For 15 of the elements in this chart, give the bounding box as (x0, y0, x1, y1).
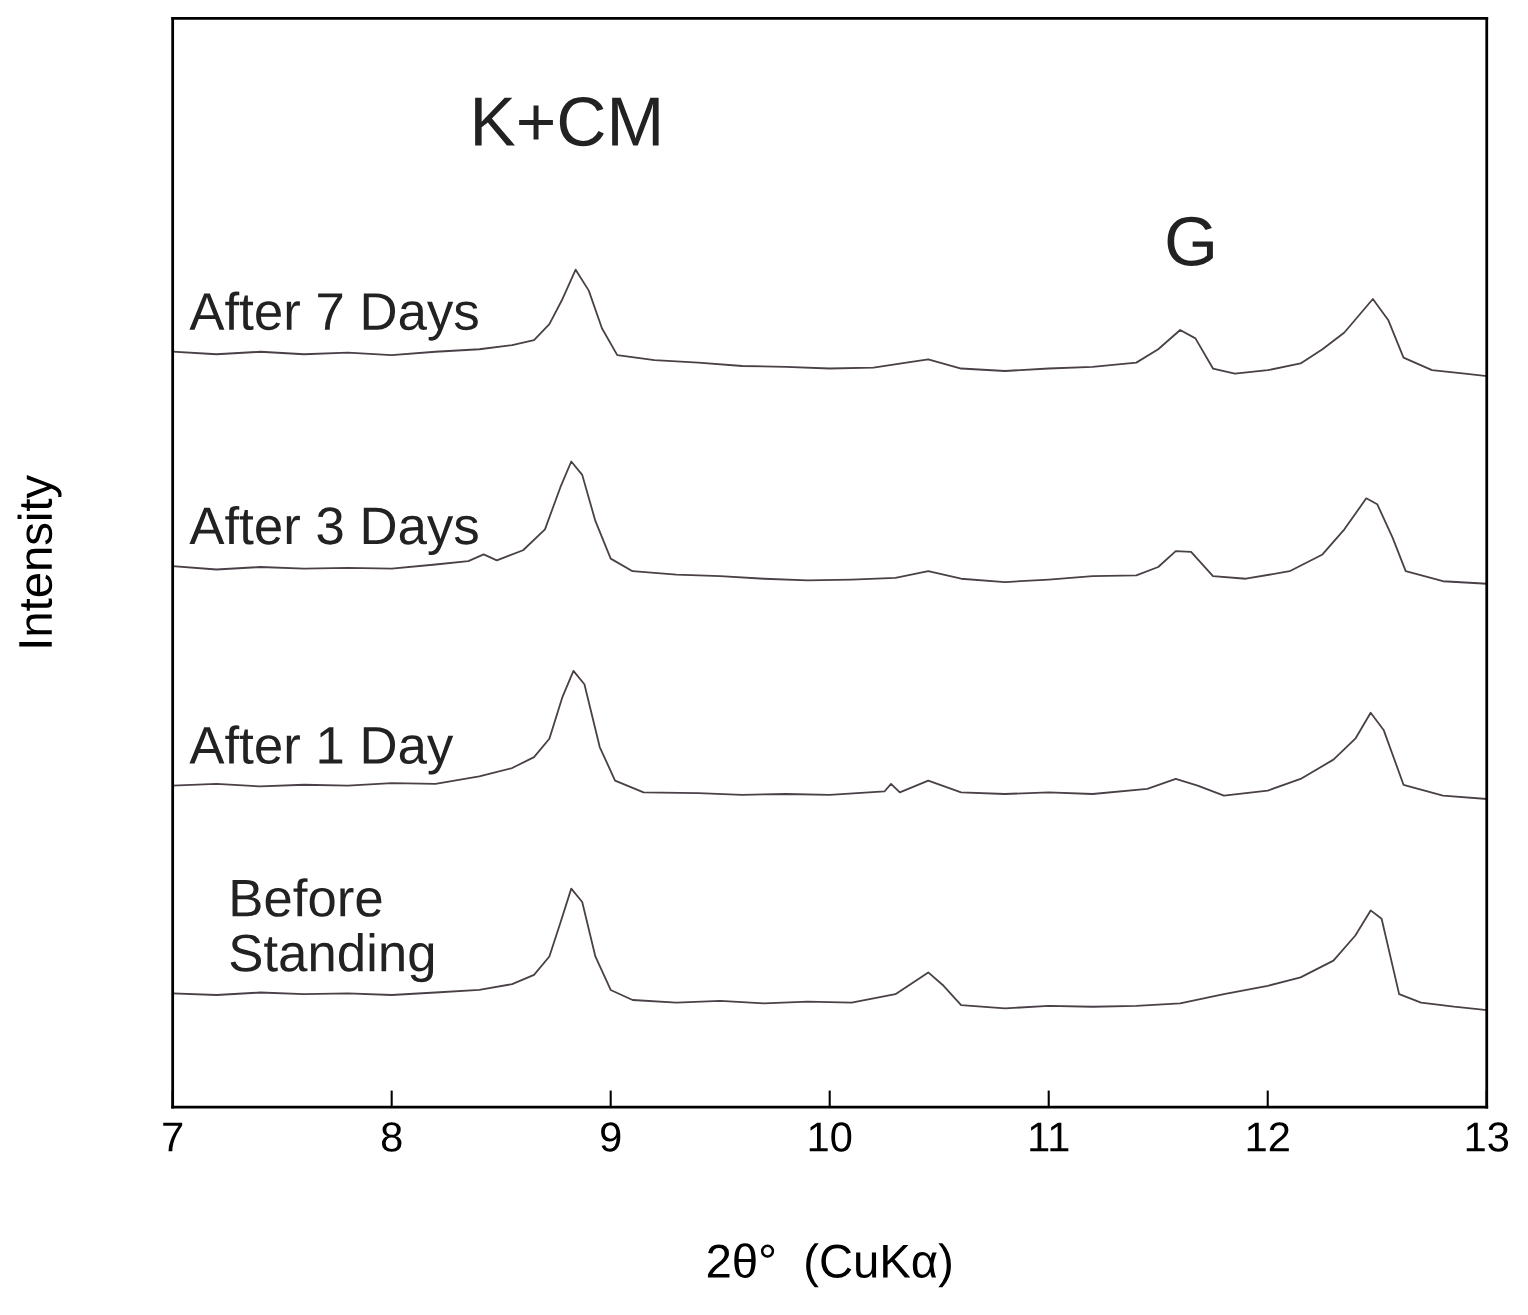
series-label: After 7 Days (189, 291, 478, 341)
series-label: After 1 Day (189, 725, 454, 775)
series-label: Before Standing (230, 878, 434, 983)
x-tick-label: 9 (601, 1122, 621, 1152)
x-tick-label: 13 (1466, 1122, 1509, 1152)
x-tick-label: 10 (809, 1122, 852, 1152)
x-tick-label: 8 (381, 1122, 402, 1152)
x-tick-label: 7 (163, 1122, 183, 1152)
x-tick-label: 11 (1030, 1122, 1069, 1152)
series-label: After 3 Days (189, 505, 478, 556)
x-tick-label: 12 (1247, 1122, 1289, 1152)
x-axis-title: 2θ° (CuKα) (707, 1243, 951, 1288)
y-axis-title: Intensity (17, 474, 62, 647)
text: K+CM (475, 97, 659, 147)
text: G (1167, 216, 1213, 266)
